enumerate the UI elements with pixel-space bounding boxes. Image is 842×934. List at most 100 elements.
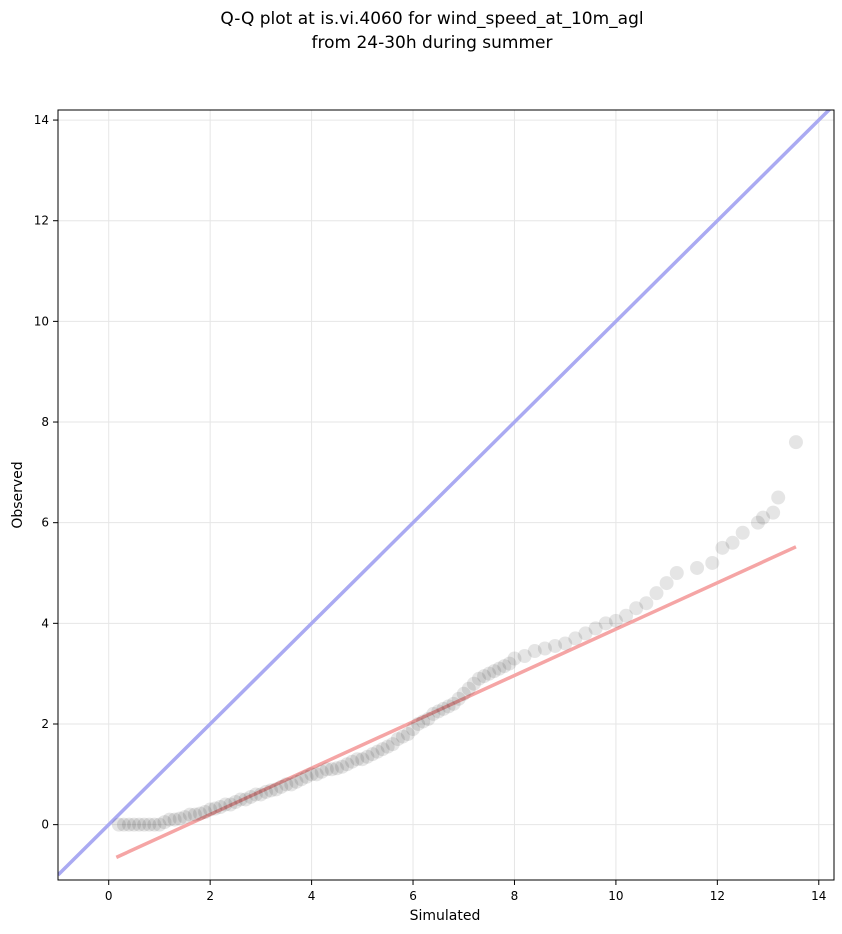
qq-point: [157, 815, 172, 830]
qq-point: [203, 802, 218, 817]
chart-title-line-1: Q-Q plot at is.vi.4060 for wind_speed_at…: [220, 9, 643, 29]
qq-point: [279, 777, 294, 792]
qq-point: [766, 505, 781, 520]
reference-lines: [58, 110, 832, 877]
qq-point: [187, 807, 202, 822]
qq-point: [182, 807, 197, 822]
qq-point: [598, 616, 613, 631]
qq-point: [299, 769, 314, 784]
identity-line: [58, 110, 832, 877]
qq-point: [788, 435, 803, 450]
qq-point: [111, 817, 126, 832]
qq-point: [451, 691, 466, 706]
x-tick-label: 2: [206, 889, 214, 903]
x-axis-label: Simulated: [410, 908, 481, 924]
qq-point: [588, 621, 603, 636]
qq-point: [400, 727, 415, 742]
qq-point: [218, 797, 233, 812]
qq-point: [213, 800, 228, 815]
y-tick-label: 0: [41, 818, 49, 832]
qq-point: [142, 817, 157, 832]
qq-point: [269, 782, 284, 797]
qq-point: [223, 797, 238, 812]
qq-point: [411, 716, 426, 731]
qq-point: [319, 762, 334, 777]
y-tick-label: 8: [41, 415, 49, 429]
qq-point: [629, 601, 644, 616]
qq-point: [193, 806, 208, 821]
qq-point: [461, 681, 476, 696]
qq-point: [233, 792, 248, 807]
y-tick-label: 4: [41, 616, 49, 630]
qq-point: [152, 817, 167, 832]
qq-point: [228, 794, 243, 809]
qq-point: [471, 671, 486, 686]
y-tick-label: 6: [41, 516, 49, 530]
qq-point: [375, 742, 390, 757]
qq-point: [568, 631, 583, 646]
qq-point: [172, 811, 187, 826]
qq-point: [304, 767, 319, 782]
qq-point: [487, 664, 502, 679]
qq-point: [340, 757, 355, 772]
qq-point: [548, 638, 563, 653]
x-axis-ticks: 0 2 4 6 8 10 12 14: [105, 880, 826, 903]
fit-line: [115, 545, 797, 859]
qq-point: [558, 636, 573, 651]
qq-point: [715, 540, 730, 555]
qq-point: [690, 560, 705, 575]
qq-point: [755, 510, 770, 525]
qq-point: [426, 706, 441, 721]
qq-point: [436, 701, 451, 716]
qq-point: [324, 762, 339, 777]
qq-point: [517, 649, 532, 664]
qq-point: [274, 779, 289, 794]
qq-point: [497, 659, 512, 674]
qq-point: [198, 805, 213, 820]
qq-point: [360, 749, 375, 764]
qq-point: [208, 801, 223, 816]
qq-point: [289, 774, 304, 789]
qq-point: [537, 641, 552, 656]
qq-point: [335, 759, 350, 774]
qq-point: [385, 737, 400, 752]
qq-point: [466, 676, 481, 691]
qq-point: [314, 764, 329, 779]
qq-point: [122, 817, 137, 832]
qq-point: [243, 789, 258, 804]
qq-point: [527, 644, 542, 659]
qq-point: [669, 566, 684, 581]
qq-point: [431, 704, 446, 719]
qq-point: [735, 525, 750, 540]
qq-point: [725, 535, 740, 550]
qq-point: [441, 699, 456, 714]
y-axis-ticks: 0 2 4 6 8 10 12 14: [34, 113, 58, 832]
plot-frame: [57, 109, 835, 881]
qq-point: [390, 732, 405, 747]
qq-point: [132, 817, 147, 832]
y-tick-label: 10: [34, 314, 49, 328]
qq-point: [137, 817, 152, 832]
x-tick-label: 4: [308, 889, 316, 903]
qq-point: [365, 747, 380, 762]
qq-point: [350, 752, 365, 767]
qq-point: [456, 686, 471, 701]
qq-point: [659, 576, 674, 591]
qq-point: [284, 777, 299, 792]
qq-point: [177, 810, 192, 825]
qq-point: [502, 656, 517, 671]
qq-point: [608, 613, 623, 628]
qq-point: [355, 752, 370, 767]
qq-point: [639, 596, 654, 611]
qq-point: [380, 739, 395, 754]
qq-point: [477, 669, 492, 684]
qq-point: [705, 555, 720, 570]
chart-title-line-2: from 24-30h during summer: [312, 33, 553, 53]
x-tick-label: 8: [511, 889, 519, 903]
qq-point: [264, 783, 279, 798]
qq-point: [294, 772, 309, 787]
qq-point: [162, 812, 177, 827]
qq-point: [248, 787, 263, 802]
y-axis-label: Observed: [10, 461, 26, 528]
